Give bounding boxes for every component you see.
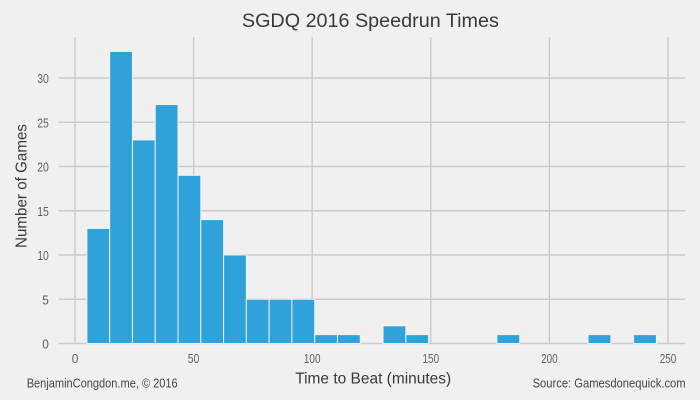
svg-text:30: 30	[37, 72, 49, 86]
svg-text:0: 0	[72, 352, 79, 366]
svg-text:25: 25	[37, 116, 49, 130]
svg-text:20: 20	[37, 161, 49, 175]
svg-text:Time to Beat (minutes): Time to Beat (minutes)	[295, 370, 451, 387]
svg-text:Source: Gamesdonequick.com: Source: Gamesdonequick.com	[533, 376, 686, 391]
svg-text:SGDQ 2016 Speedrun Times: SGDQ 2016 Speedrun Times	[242, 11, 499, 32]
svg-text:50: 50	[188, 352, 200, 366]
svg-text:250: 250	[660, 352, 677, 366]
svg-text:5: 5	[42, 293, 49, 307]
svg-text:0: 0	[42, 338, 49, 352]
svg-text:Number of Games: Number of Games	[14, 124, 31, 248]
svg-text:200: 200	[541, 352, 558, 366]
svg-text:BenjaminCongdon.me, © 2016: BenjaminCongdon.me, © 2016	[27, 376, 178, 391]
svg-text:15: 15	[37, 205, 49, 219]
svg-text:100: 100	[304, 352, 321, 366]
svg-text:10: 10	[37, 249, 49, 263]
svg-text:150: 150	[423, 352, 440, 366]
